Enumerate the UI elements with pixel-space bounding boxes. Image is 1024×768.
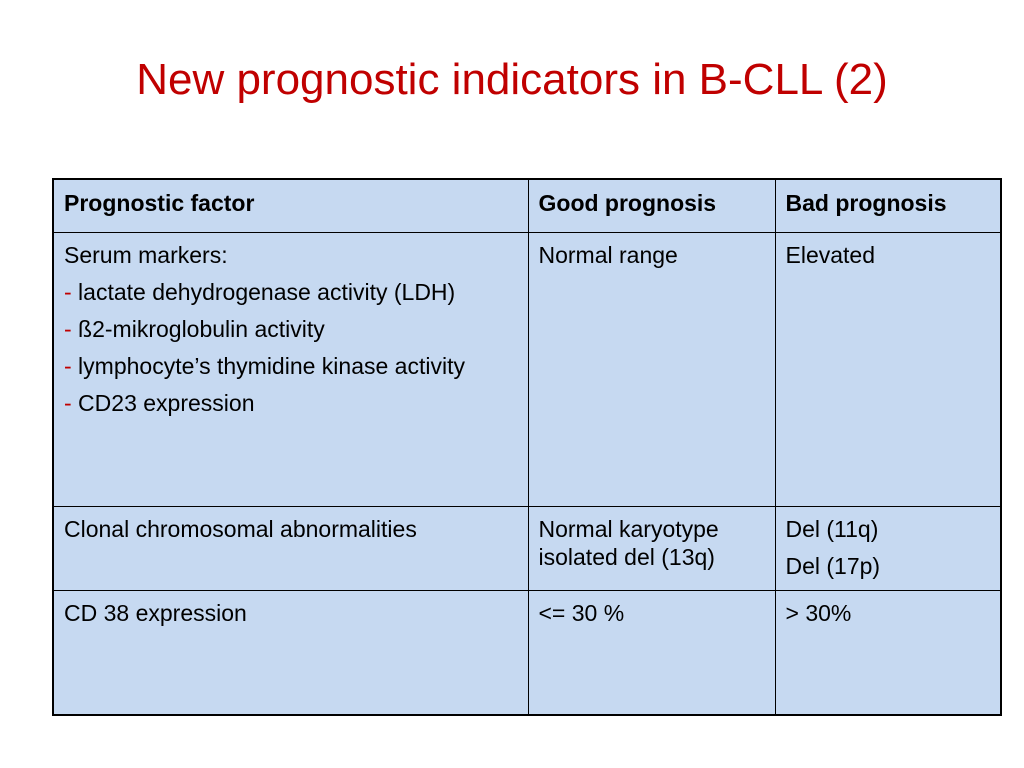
bullet-dash: - <box>64 316 72 342</box>
bad-prognosis-line: Del (17p) <box>785 553 881 579</box>
prognosis-table: Prognostic factor Good prognosis Bad pro… <box>52 178 1002 716</box>
list-item: - lactate dehydrogenase activity (LDH) <box>64 278 518 306</box>
bad-prognosis-cell: > 30% <box>774 590 1002 716</box>
bad-prognosis-cell: Del (11q) Del (17p) <box>774 506 1002 591</box>
factor-heading: Serum markers: <box>64 242 228 268</box>
bullet-dash: - <box>64 279 72 305</box>
list-item-text: lymphocyte’s thymidine kinase activity <box>71 353 465 379</box>
bullet-dash: - <box>64 390 72 416</box>
header-bad-prognosis: Bad prognosis <box>774 178 1002 233</box>
header-prognostic-factor: Prognostic factor <box>52 178 529 233</box>
list-item-text: CD23 expression <box>71 390 255 416</box>
table-header-row: Prognostic factor Good prognosis Bad pro… <box>52 178 1002 233</box>
bullet-dash: - <box>64 353 72 379</box>
list-item-text: lactate dehydrogenase activity (LDH) <box>71 279 456 305</box>
factor-cell: CD 38 expression <box>52 590 529 716</box>
factor-cell: Clonal chromosomal abnormalities <box>52 506 529 591</box>
list-item: - ß2-mikroglobulin activity <box>64 315 518 343</box>
bad-prognosis-line: Del (11q) <box>785 516 879 542</box>
good-prognosis-cell: Normal karyotype isolated del (13q) <box>527 506 776 591</box>
table-row: Serum markers: - lactate dehydrogenase a… <box>52 232 1002 507</box>
header-good-prognosis: Good prognosis <box>527 178 776 233</box>
list-item: - lymphocyte’s thymidine kinase activity <box>64 352 518 380</box>
page-title: New prognostic indicators in B-CLL (2) <box>136 55 888 104</box>
factor-cell: Serum markers: - lactate dehydrogenase a… <box>52 232 529 507</box>
bad-prognosis-cell: Elevated <box>774 232 1002 507</box>
list-item-text: ß2-mikroglobulin activity <box>71 316 325 342</box>
table-row: CD 38 expression <= 30 % > 30% <box>52 590 1002 716</box>
list-item: - CD23 expression <box>64 389 518 417</box>
good-prognosis-cell: Normal range <box>527 232 776 507</box>
table-row: Clonal chromosomal abnormalities Normal … <box>52 506 1002 591</box>
good-prognosis-cell: <= 30 % <box>527 590 776 716</box>
